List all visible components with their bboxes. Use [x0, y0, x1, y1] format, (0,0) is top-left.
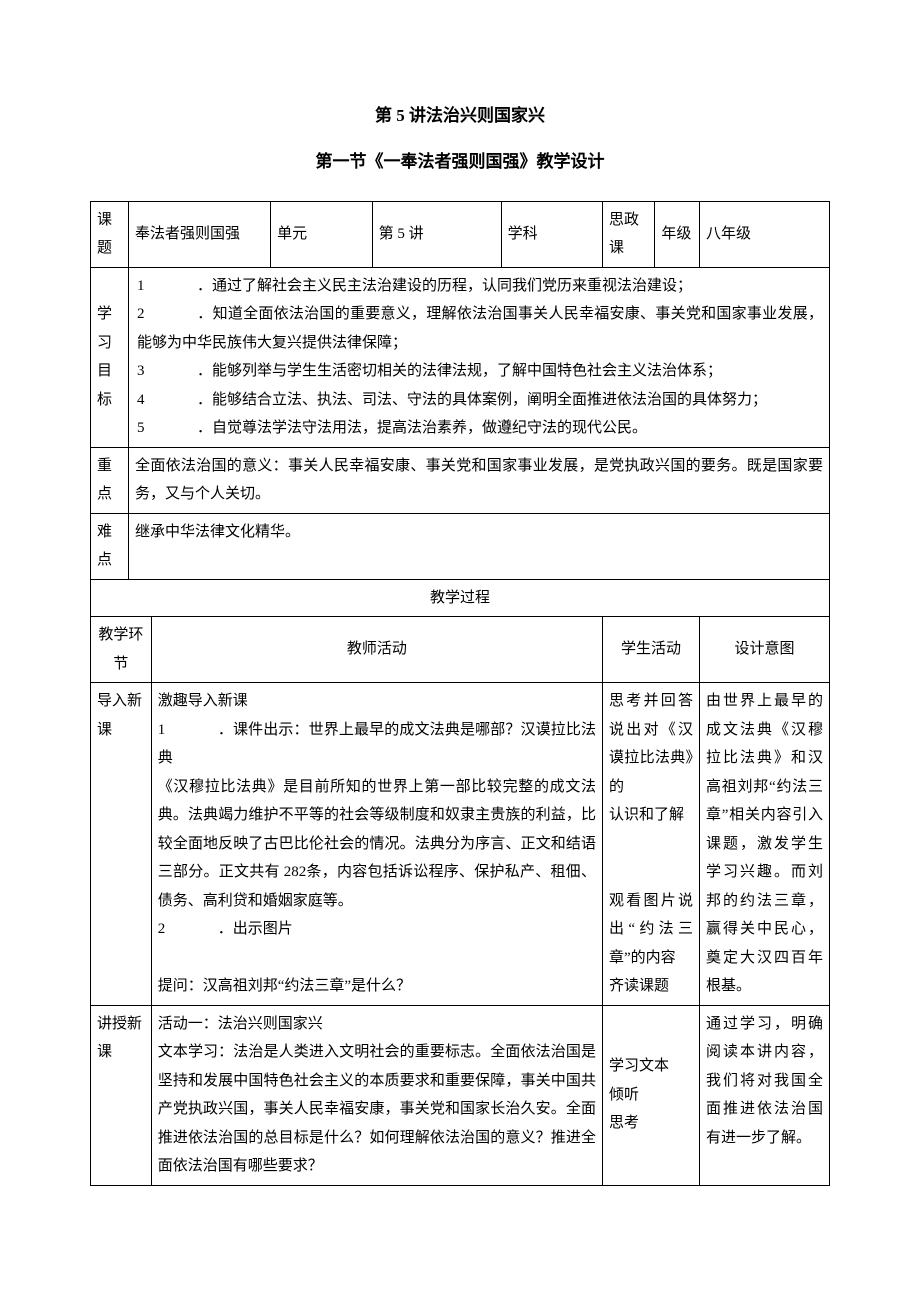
col-intent: 设计意图	[700, 617, 830, 683]
text-block	[609, 858, 693, 887]
stage-teach: 讲授新课	[91, 1005, 152, 1185]
text-block: 《汉穆拉比法典》是目前所知的世界上第一部比较完整的成文法典。法典竭力维护不平等的…	[158, 773, 596, 916]
keypoint-row: 重点 全面依法治国的意义：事关人民幸福安康、事关党和国家事业发展，是党执政兴国的…	[91, 447, 830, 513]
keypoint-label: 重点	[91, 447, 129, 513]
columns-row: 教学环节 教师活动 学生活动 设计意图	[91, 617, 830, 683]
text-block: 文本学习：法治是人类进入文明社会的重要标志。全面依法治国是坚持和发展中国特色社会…	[158, 1038, 596, 1181]
text-block: 活动一：法治兴则国家兴	[158, 1010, 596, 1039]
objectives-cell: 1．通过了解社会主义民主法治建设的历程，认同我们党历来重视法治建设；2．知道全面…	[129, 267, 830, 447]
objective-item: 5．自觉尊法学法守法用法，提高法治素养，做遵纪守法的现代公民。	[137, 414, 823, 443]
col-student: 学生活动	[603, 617, 700, 683]
intent-teach: 通过学习，明确阅读本讲内容，我们将对我国全面推进依法治国有进一步了解。	[700, 1005, 830, 1185]
text-block	[609, 830, 693, 859]
grade-value: 八年级	[700, 201, 830, 267]
text-block: 思考	[609, 1109, 693, 1138]
grade-label: 年级	[655, 201, 700, 267]
objective-item: 4．能够结合立法、执法、司法、守法的具体案例，阐明全面推进依法治国的具体努力；	[137, 386, 823, 415]
text-block: 1．课件出示：世界上最早的成文法典是哪部？汉谟拉比法典	[158, 716, 596, 773]
text-block: 观看图片说出“约法三章”的内容	[609, 887, 693, 973]
page-title-1: 第 5 讲法治兴则国家兴	[90, 100, 830, 132]
stage-intro: 导入新课	[91, 683, 152, 1006]
page-title-2: 第一节《一奉法者强则国强》教学设计	[90, 146, 830, 178]
text-block: 认识和了解	[609, 801, 693, 830]
objectives-row: 学习目标 1．通过了解社会主义民主法治建设的历程，认同我们党历来重视法治建设；2…	[91, 267, 830, 447]
process-row-teach: 讲授新课 活动一：法治兴则国家兴文本学习：法治是人类进入文明社会的重要标志。全面…	[91, 1005, 830, 1185]
process-heading: 教学过程	[91, 579, 830, 617]
objectives-label: 学习目标	[91, 267, 129, 447]
teacher-teach: 活动一：法治兴则国家兴文本学习：法治是人类进入文明社会的重要标志。全面依法治国是…	[151, 1005, 602, 1185]
objective-item: 1．通过了解社会主义民主法治建设的历程，认同我们党历来重视法治建设；	[137, 272, 823, 301]
topic-value: 奉法者强则国强	[129, 201, 271, 267]
process-row-intro: 导入新课 激趣导入新课1．课件出示：世界上最早的成文法典是哪部？汉谟拉比法典 《…	[91, 683, 830, 1006]
process-heading-row: 教学过程	[91, 579, 830, 617]
difficulty-label: 难点	[91, 513, 129, 579]
text-block: 学习文本	[609, 1052, 693, 1081]
topic-label: 课题	[91, 201, 129, 267]
text-block: 倾听	[609, 1081, 693, 1110]
col-teacher: 教师活动	[151, 617, 602, 683]
text-block: 思考并回答说出对《汉谟拉比法典》的	[609, 687, 693, 801]
text-block: 齐读课题	[609, 972, 693, 1001]
subject-value: 思政课	[603, 201, 655, 267]
text-block: 2．出示图片	[158, 915, 596, 944]
col-stage: 教学环节	[91, 617, 152, 683]
keypoint-value: 全面依法治国的意义：事关人民幸福安康、事关党和国家事业发展，是党执政兴国的要务。…	[129, 447, 830, 513]
difficulty-row: 难点 继承中华法律文化精华。	[91, 513, 830, 579]
header-row: 课题 奉法者强则国强 单元 第 5 讲 学科 思政课 年级 八年级	[91, 201, 830, 267]
unit-label: 单元	[271, 201, 372, 267]
student-intro: 思考并回答说出对《汉谟拉比法典》的认识和了解 观看图片说出“约法三章”的内容齐读…	[603, 683, 700, 1006]
intent-intro: 由世界上最早的成文法典《汉穆拉比法典》和汉高祖刘邦“约法三章”相关内容引入课题，…	[700, 683, 830, 1006]
objective-item: 2．知道全面依法治国的重要意义，理解依法治国事关人民幸福安康、事关党和国家事业发…	[137, 300, 823, 357]
objective-item: 3．能够列举与学生生活密切相关的法律法规，了解中国特色社会主义法治体系；	[137, 357, 823, 386]
objectives-content: 1．通过了解社会主义民主法治建设的历程，认同我们党历来重视法治建设；2．知道全面…	[135, 272, 823, 443]
teacher-intro: 激趣导入新课1．课件出示：世界上最早的成文法典是哪部？汉谟拉比法典 《汉穆拉比法…	[151, 683, 602, 1006]
student-teach: 学习文本倾听思考	[603, 1005, 700, 1185]
subject-label: 学科	[501, 201, 602, 267]
difficulty-value: 继承中华法律文化精华。	[129, 513, 830, 579]
lesson-plan-table: 课题 奉法者强则国强 单元 第 5 讲 学科 思政课 年级 八年级 学习目标 1…	[90, 201, 830, 1186]
text-block: 激趣导入新课	[158, 687, 596, 716]
text-block: 提问：汉高祖刘邦“约法三章”是什么？	[158, 972, 596, 1001]
text-block	[158, 944, 596, 973]
unit-value: 第 5 讲	[372, 201, 501, 267]
